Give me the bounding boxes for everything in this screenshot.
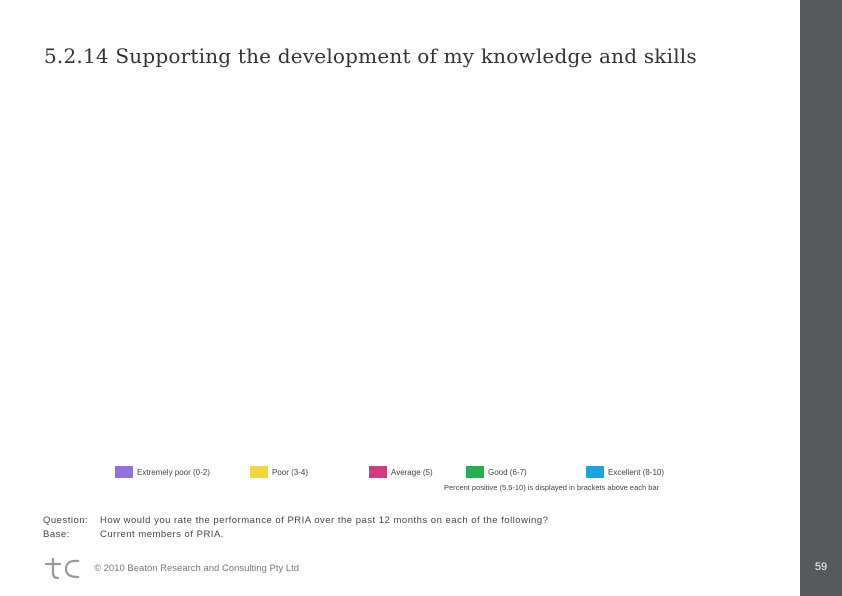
legend-swatch [250,466,268,478]
page-number: 59 [814,561,828,573]
page-title: 5.2.14 Supporting the development of my … [44,44,697,68]
question-text: How would you rate the performance of PR… [100,515,549,526]
base-text: Current members of PRIA. [100,529,224,540]
tc-logo-icon [44,557,80,580]
legend-swatch [115,466,133,478]
question-label: Question: [43,515,89,526]
legend-swatch [466,466,484,478]
base-label: Base: [43,529,70,540]
legend-label: Poor (3-4) [272,468,309,477]
legend-label: Average (5) [391,468,433,477]
legend-label: Extremely poor (0-2) [137,468,210,477]
legend-swatch [369,466,387,478]
legend-swatch [586,466,604,478]
copyright-text: © 2010 Beaton Research and Consulting Pt… [94,563,300,574]
legend-label: Excellent (8-10) [608,468,665,477]
sidebar-bar [800,0,842,596]
legend-label: Good (6-7) [488,468,527,477]
legend-note: Percent positive (5.5-10) is displayed i… [444,483,660,492]
